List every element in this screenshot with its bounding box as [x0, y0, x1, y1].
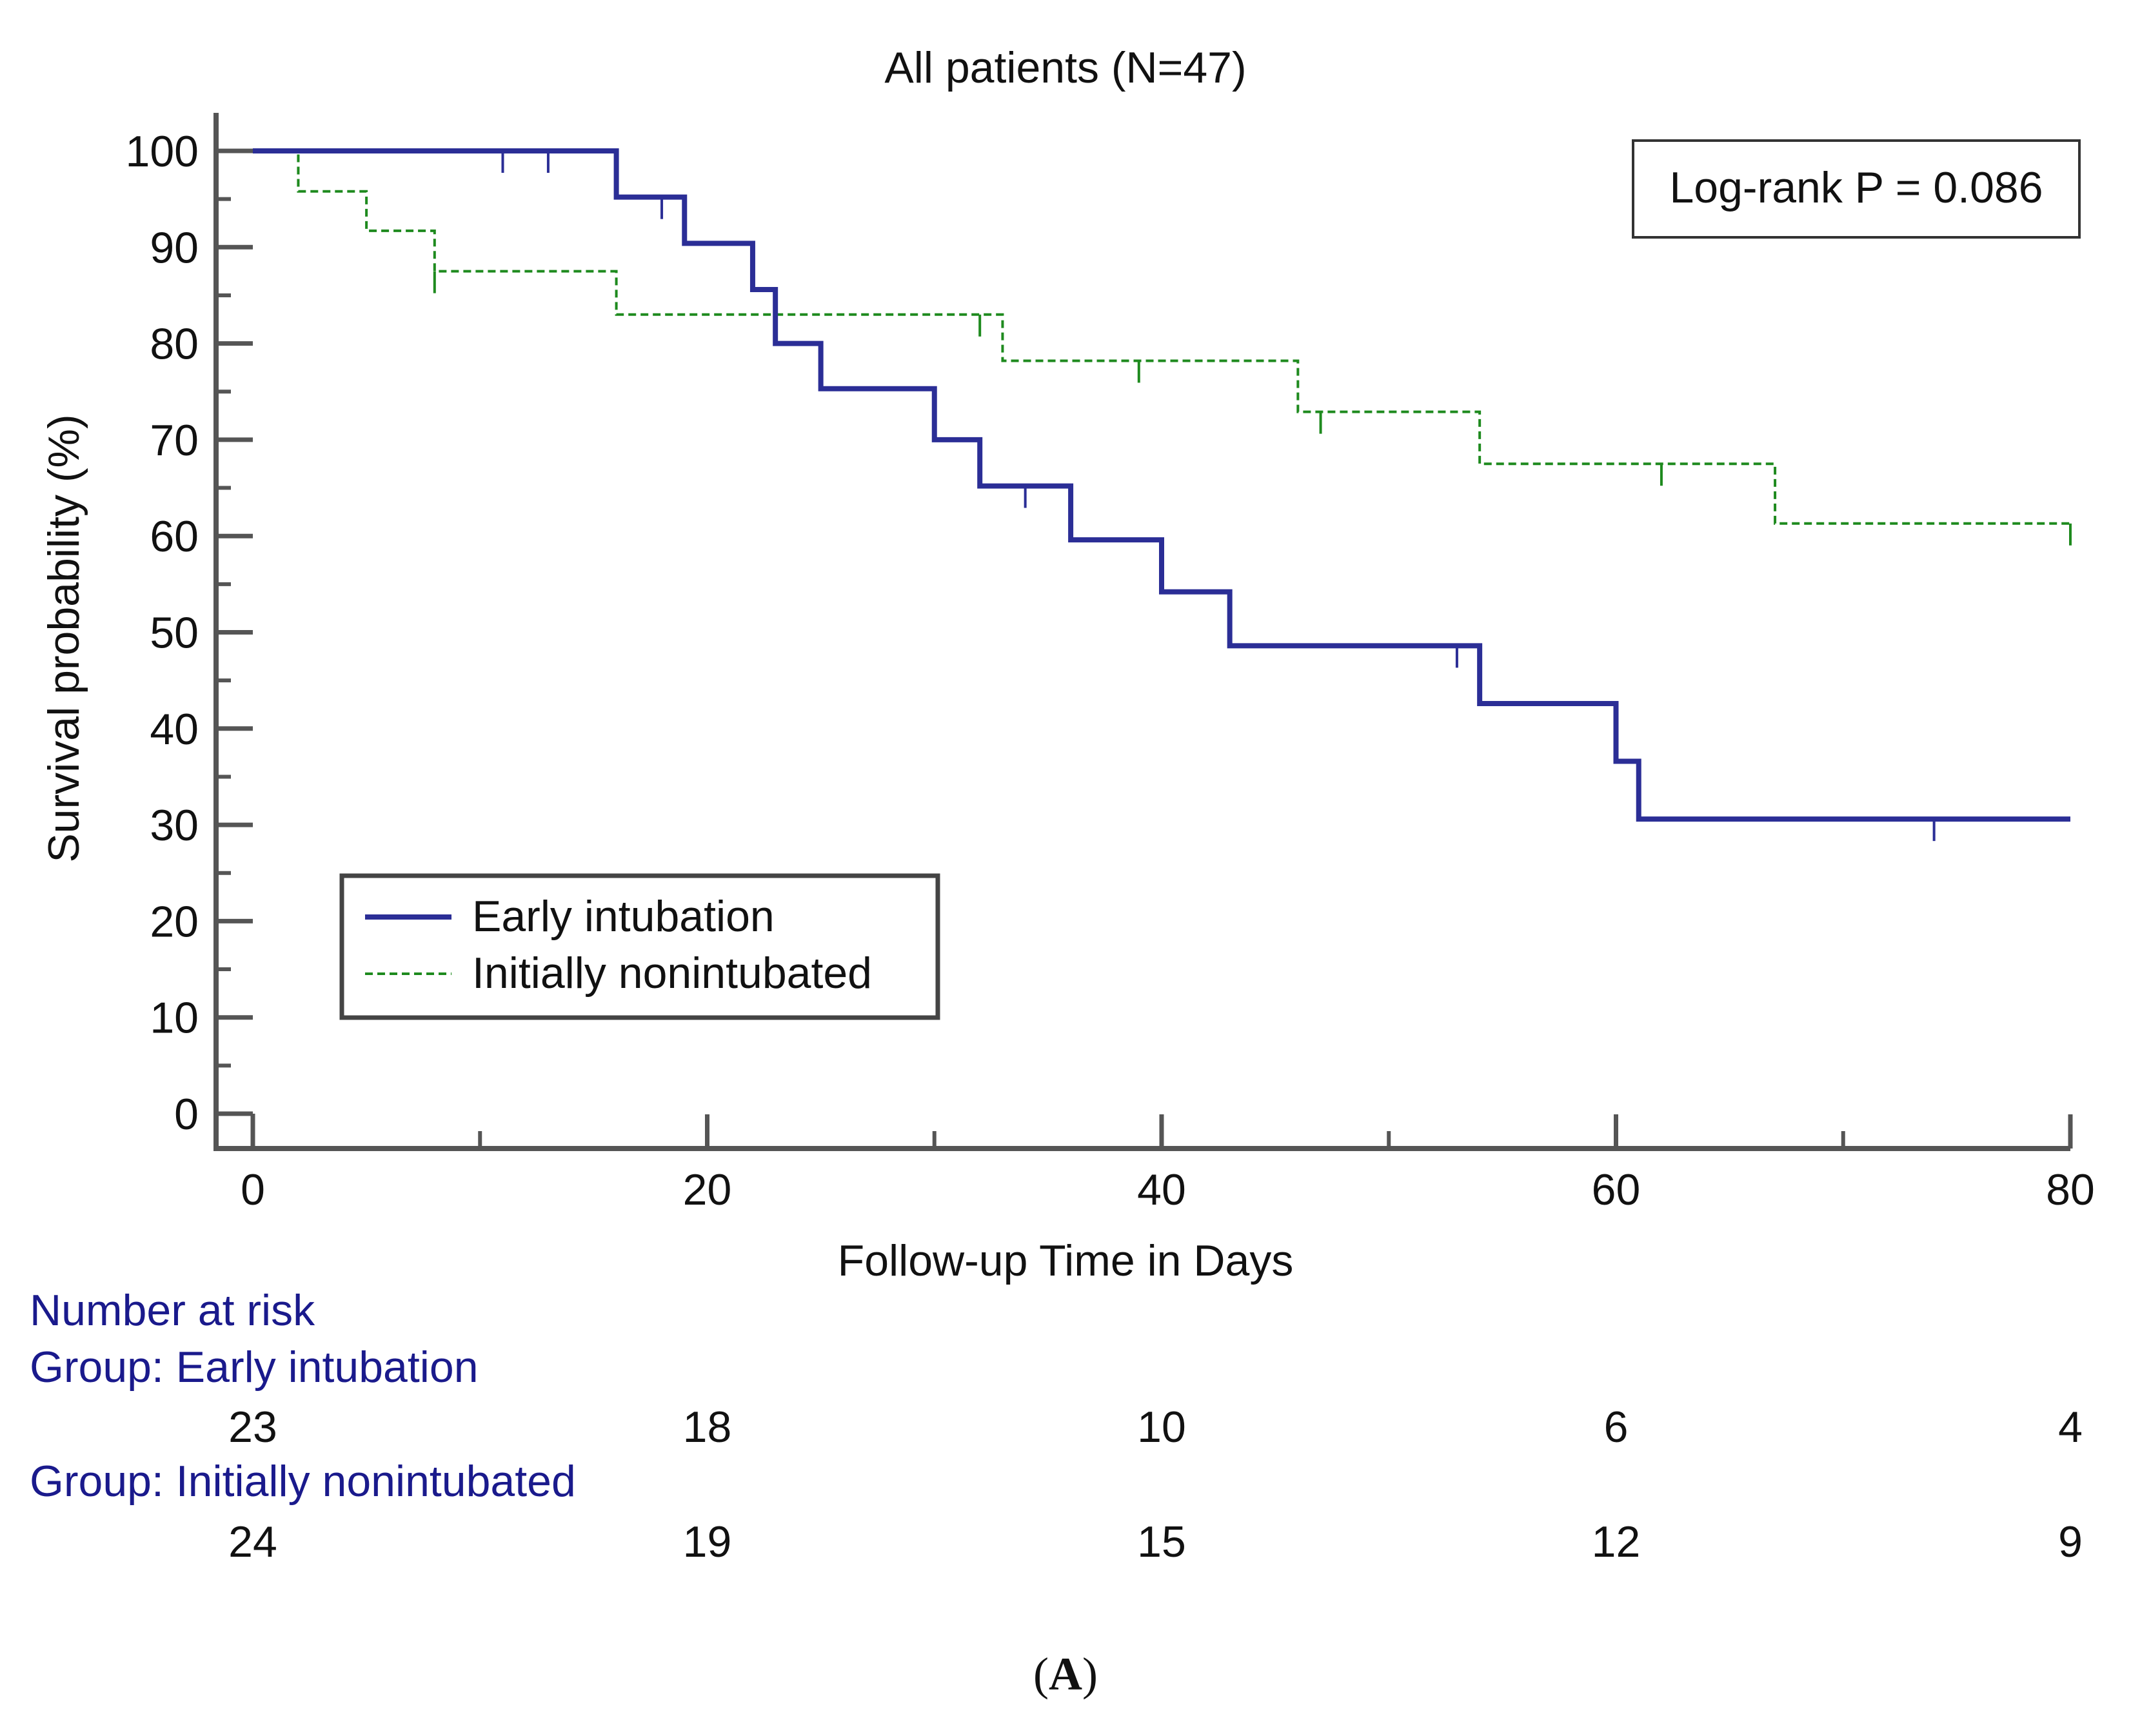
series-layer — [253, 148, 2072, 842]
x-tick-label: 60 — [1592, 1165, 1641, 1214]
y-tick-label: 20 — [150, 897, 199, 946]
x-tick-label: 80 — [2046, 1165, 2095, 1214]
legend-label-nonintubated: Initially nonintubated — [472, 949, 872, 998]
y-tick-label: 70 — [150, 416, 199, 465]
y-tick-label: 40 — [150, 705, 199, 754]
x-tick-label: 20 — [683, 1165, 732, 1214]
y-tick-label: 10 — [150, 994, 199, 1043]
x-tick-label: 0 — [241, 1165, 265, 1214]
legend-label-early: Early intubation — [472, 892, 775, 941]
y-tick-label: 0 — [174, 1090, 199, 1139]
logrank-box: Log-rank P = 0.086 — [1632, 139, 2081, 239]
y-tick-label: 30 — [150, 801, 199, 850]
series-line-early-intubation — [253, 148, 2070, 822]
legend: Early intubation Initially nonintubated — [339, 873, 940, 1020]
y-tick-label: 100 — [126, 127, 199, 176]
chart-title: All patients (N=47) — [884, 43, 1246, 92]
y-axis-label: Survival probability (%) — [39, 414, 88, 862]
logrank-text: Log-rank P = 0.086 — [1669, 163, 2043, 212]
x-tick-label: 40 — [1137, 1165, 1186, 1214]
y-tick-label: 80 — [150, 320, 199, 369]
y-tick-label: 60 — [150, 512, 199, 561]
y-tick-label: 50 — [150, 609, 199, 658]
y-ticks: 0 10 20 30 40 50 60 70 80 90 100 — [126, 127, 253, 1139]
x-ticks: 0 20 40 60 80 — [241, 1114, 2095, 1214]
panel-label: (A) — [1033, 1648, 1098, 1700]
x-axis-label: Follow-up Time in Days — [838, 1236, 1294, 1285]
y-tick-label: 90 — [150, 223, 199, 272]
